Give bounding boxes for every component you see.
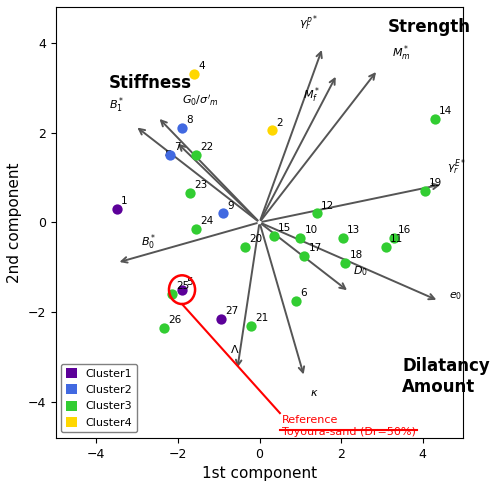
Text: 19: 19 [429,178,442,188]
Text: 1: 1 [121,196,128,206]
Text: 20: 20 [250,234,262,244]
Text: Dilatancy
Amount: Dilatancy Amount [402,357,490,396]
Point [192,225,200,233]
Text: $B_0^*$: $B_0^*$ [141,232,157,251]
Text: 16: 16 [398,225,411,235]
Text: $M_f^*$: $M_f^*$ [303,85,320,105]
X-axis label: 1st component: 1st component [202,466,317,481]
Point [382,243,390,251]
Point [166,151,174,159]
Text: 8: 8 [186,115,193,125]
Point [390,234,398,242]
Text: 4: 4 [198,61,205,71]
Text: 7: 7 [174,142,180,152]
Text: $\gamma_r^{E*}$: $\gamma_r^{E*}$ [447,158,466,178]
Point [431,115,439,123]
Text: Stiffness: Stiffness [108,74,192,92]
Text: $n$: $n$ [164,148,172,158]
Text: 5: 5 [186,277,193,287]
Text: $D_0$: $D_0$ [354,264,368,279]
Text: 23: 23 [194,181,207,190]
Text: 9: 9 [227,201,234,211]
Text: $\gamma_r^{p*}$: $\gamma_r^{p*}$ [299,14,318,34]
Point [241,243,249,251]
Text: 17: 17 [308,243,322,253]
Text: $G_0/\sigma'_m$: $G_0/\sigma'_m$ [182,93,218,108]
Point [178,286,186,294]
Text: 27: 27 [225,306,238,316]
Point [113,205,121,213]
Text: $\kappa$: $\kappa$ [310,388,319,398]
Point [217,315,225,323]
Point [312,209,320,217]
Text: 26: 26 [168,315,181,325]
Text: Strength: Strength [388,18,471,36]
Text: $M_m^*$: $M_m^*$ [392,43,410,63]
Text: 6: 6 [300,288,307,298]
Text: 12: 12 [321,201,334,211]
Text: 24: 24 [200,216,213,226]
Text: 25: 25 [176,282,189,291]
Point [300,252,308,260]
Text: 11: 11 [390,234,404,244]
Point [178,124,186,132]
Text: $e_0$: $e_0$ [449,290,462,302]
Point [168,290,176,298]
Text: 18: 18 [350,250,362,260]
Point [190,70,198,78]
Text: 13: 13 [348,225,360,235]
Text: 10: 10 [304,225,318,235]
Point [160,324,168,332]
Y-axis label: 2nd component: 2nd component [7,162,22,283]
Point [341,259,349,266]
Point [192,151,200,159]
Text: Reference
Toyoura-sand (Dr=50%): Reference Toyoura-sand (Dr=50%) [282,415,416,437]
Legend: Cluster1, Cluster2, Cluster3, Cluster4: Cluster1, Cluster2, Cluster3, Cluster4 [61,364,137,432]
Point [219,209,227,217]
Text: 22: 22 [200,142,213,152]
Point [420,187,428,195]
Point [268,126,276,134]
Text: $B_1^*$: $B_1^*$ [110,95,125,115]
Point [270,232,278,240]
Text: 2: 2 [276,118,282,127]
Text: $\Lambda$: $\Lambda$ [230,343,240,355]
Text: 14: 14 [439,106,452,116]
Point [186,189,194,197]
Point [339,234,347,242]
Text: 21: 21 [256,313,269,323]
Point [248,322,256,329]
Point [296,234,304,242]
Text: 15: 15 [278,223,291,233]
Point [292,297,300,305]
